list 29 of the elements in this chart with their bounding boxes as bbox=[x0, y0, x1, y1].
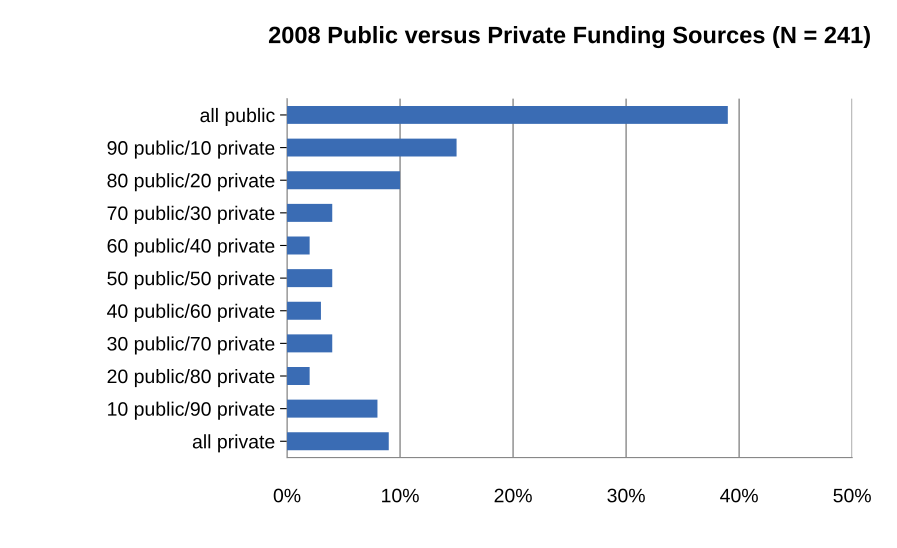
y-tick-label: 40 public/60 private bbox=[107, 304, 274, 322]
x-tick-label: 40% bbox=[720, 488, 758, 502]
bar bbox=[287, 236, 310, 254]
y-tick-label: 10 public/90 private bbox=[108, 402, 274, 420]
x-tick-label: 50% bbox=[833, 488, 871, 502]
bar bbox=[287, 302, 321, 320]
y-tick-label: 80 public/20 private bbox=[107, 173, 274, 192]
bar bbox=[287, 138, 457, 157]
x-tick-label: 10% bbox=[382, 488, 419, 502]
y-tick-label: 60 public/40 private bbox=[108, 238, 274, 257]
x-tick-label: 20% bbox=[494, 488, 532, 502]
y-tick-label: 30 public/70 private bbox=[107, 336, 274, 354]
bar bbox=[287, 269, 332, 288]
bar bbox=[287, 171, 400, 190]
y-tick-label: all public bbox=[200, 108, 275, 126]
bar bbox=[287, 432, 389, 450]
y-tick-label: 70 public/30 private bbox=[108, 206, 274, 224]
y-tick-label: 90 public/10 private bbox=[108, 140, 274, 159]
chart-title: 2008 Public versus Private Funding Sources (N = 241) bbox=[268, 26, 870, 48]
bar bbox=[287, 204, 332, 222]
bar bbox=[287, 334, 332, 352]
y-tick-label: all private bbox=[192, 434, 274, 452]
bar bbox=[287, 106, 728, 124]
x-tick-label: 0% bbox=[274, 488, 300, 502]
x-tick-label: 30% bbox=[607, 488, 645, 502]
bar bbox=[287, 400, 378, 418]
y-tick-label: 20 public/80 private bbox=[108, 368, 274, 388]
bar bbox=[287, 367, 310, 385]
y-tick-label: 50 public/50 private bbox=[107, 271, 274, 290]
